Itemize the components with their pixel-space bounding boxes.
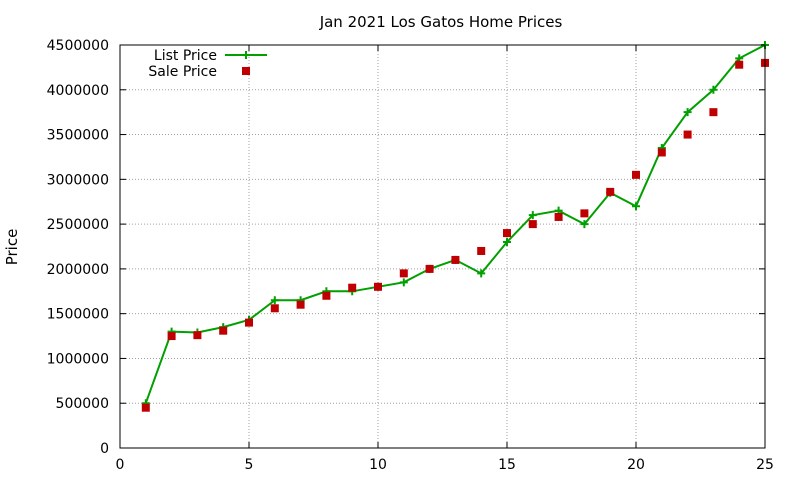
sale-price-point	[606, 187, 615, 196]
grid	[120, 45, 765, 448]
sale-price-point	[683, 130, 692, 139]
x-tick-label: 25	[756, 457, 774, 473]
sale-price-point	[632, 170, 640, 179]
legend-swatch-list-price	[225, 51, 267, 59]
x-tick-label: 20	[627, 457, 645, 473]
y-tick-label: 2000000	[47, 262, 109, 278]
y-tick-label: 2500000	[47, 217, 109, 233]
sale-price-point	[245, 318, 253, 327]
sale-price-point	[296, 300, 305, 309]
y-tick-label: 3500000	[47, 128, 109, 144]
legend: List Price Sale Price	[148, 48, 267, 80]
legend-swatch-sale-price	[242, 67, 250, 75]
sale-price-point	[167, 332, 176, 341]
sale-price-point	[348, 283, 357, 292]
sale-price-point	[425, 264, 434, 273]
sale-price-point	[735, 60, 744, 69]
y-tick-label: 1000000	[47, 351, 109, 367]
y-tick-label: 1500000	[47, 307, 109, 323]
list-price-point	[683, 108, 692, 117]
x-tick-label: 5	[245, 457, 254, 473]
list-price-point	[709, 85, 718, 94]
plot-frame	[119, 44, 766, 449]
sale-price-point	[451, 255, 460, 264]
y-axis-label: Price	[3, 229, 21, 266]
x-tick-label: 15	[498, 457, 516, 473]
x-tick-label: 10	[369, 457, 387, 473]
x-tick-label: 0	[116, 457, 125, 473]
list-price-point	[580, 220, 589, 229]
y-tick-label: 4000000	[47, 83, 109, 99]
axis-ticks: 0 5 10 15 20 25 0 500000 1000000 1500000 2000000 25…	[47, 38, 774, 473]
legend-label-sale-price: Sale Price	[148, 64, 217, 80]
list-price-point	[632, 202, 640, 211]
legend-sale-price-marker	[242, 67, 250, 75]
y-tick-label: 4500000	[47, 38, 109, 54]
sale-price-point	[219, 326, 228, 335]
list-price-point	[503, 238, 511, 247]
sale-price-point	[374, 282, 382, 291]
sale-price-point	[399, 269, 408, 278]
y-tick-label: 500000	[56, 396, 109, 412]
sale-price-point	[141, 403, 150, 412]
list-price-point	[399, 278, 408, 287]
sale-price-point	[477, 246, 486, 255]
sale-price-point	[554, 212, 563, 221]
series-layer	[141, 41, 769, 412]
sale-price-point	[503, 229, 511, 238]
chart-title: Jan 2021 Los Gatos Home Prices	[319, 13, 563, 31]
legend-label-list-price: List Price	[154, 48, 217, 64]
y-tick-label: 3000000	[47, 172, 109, 188]
sale-price-point	[270, 304, 279, 313]
sale-price-point	[322, 291, 331, 300]
sale-price-point	[528, 220, 537, 229]
y-tick-label: 0	[100, 441, 109, 457]
list-price-point	[270, 296, 279, 305]
sale-price-point	[709, 108, 718, 117]
sale-price-point	[657, 148, 666, 157]
sale-price-point	[193, 331, 202, 340]
list-price-point	[477, 269, 486, 278]
legend-list-price-marker	[242, 51, 250, 59]
list-price-point	[528, 211, 537, 220]
sale-price-point	[580, 209, 589, 218]
